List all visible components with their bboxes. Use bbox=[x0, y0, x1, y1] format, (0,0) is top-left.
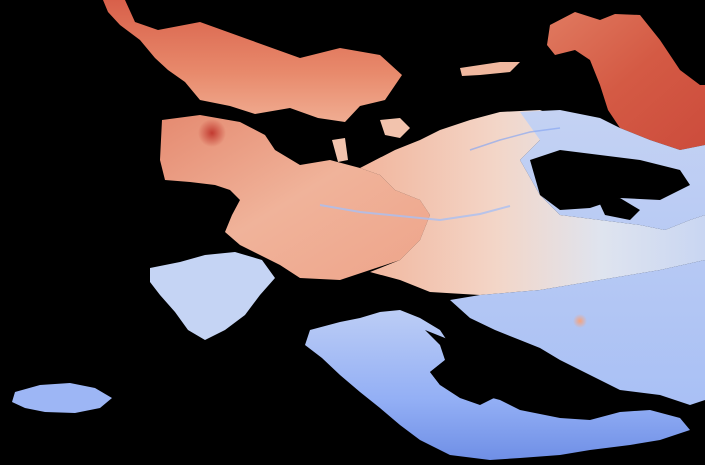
region-gulf-south bbox=[425, 330, 500, 405]
region-north-east-warm bbox=[547, 12, 705, 150]
small-anomaly bbox=[573, 314, 587, 328]
island-north-center-c bbox=[332, 138, 348, 162]
region-inland-water-east bbox=[530, 150, 690, 210]
region-south-west-island bbox=[12, 383, 112, 413]
island-north-center-b bbox=[380, 118, 410, 138]
region-southern-cool bbox=[305, 310, 690, 460]
region-western-cool bbox=[150, 252, 275, 340]
island-north-center-a bbox=[460, 62, 520, 76]
warm-hotspot bbox=[198, 119, 226, 147]
region-north-west-warm bbox=[103, 0, 402, 122]
region-western-warm bbox=[160, 115, 430, 280]
region-inland-water-small bbox=[598, 198, 640, 220]
region-central-transition bbox=[360, 110, 705, 295]
cool-streak-b bbox=[469, 127, 561, 151]
cool-streak-a bbox=[319, 204, 511, 222]
